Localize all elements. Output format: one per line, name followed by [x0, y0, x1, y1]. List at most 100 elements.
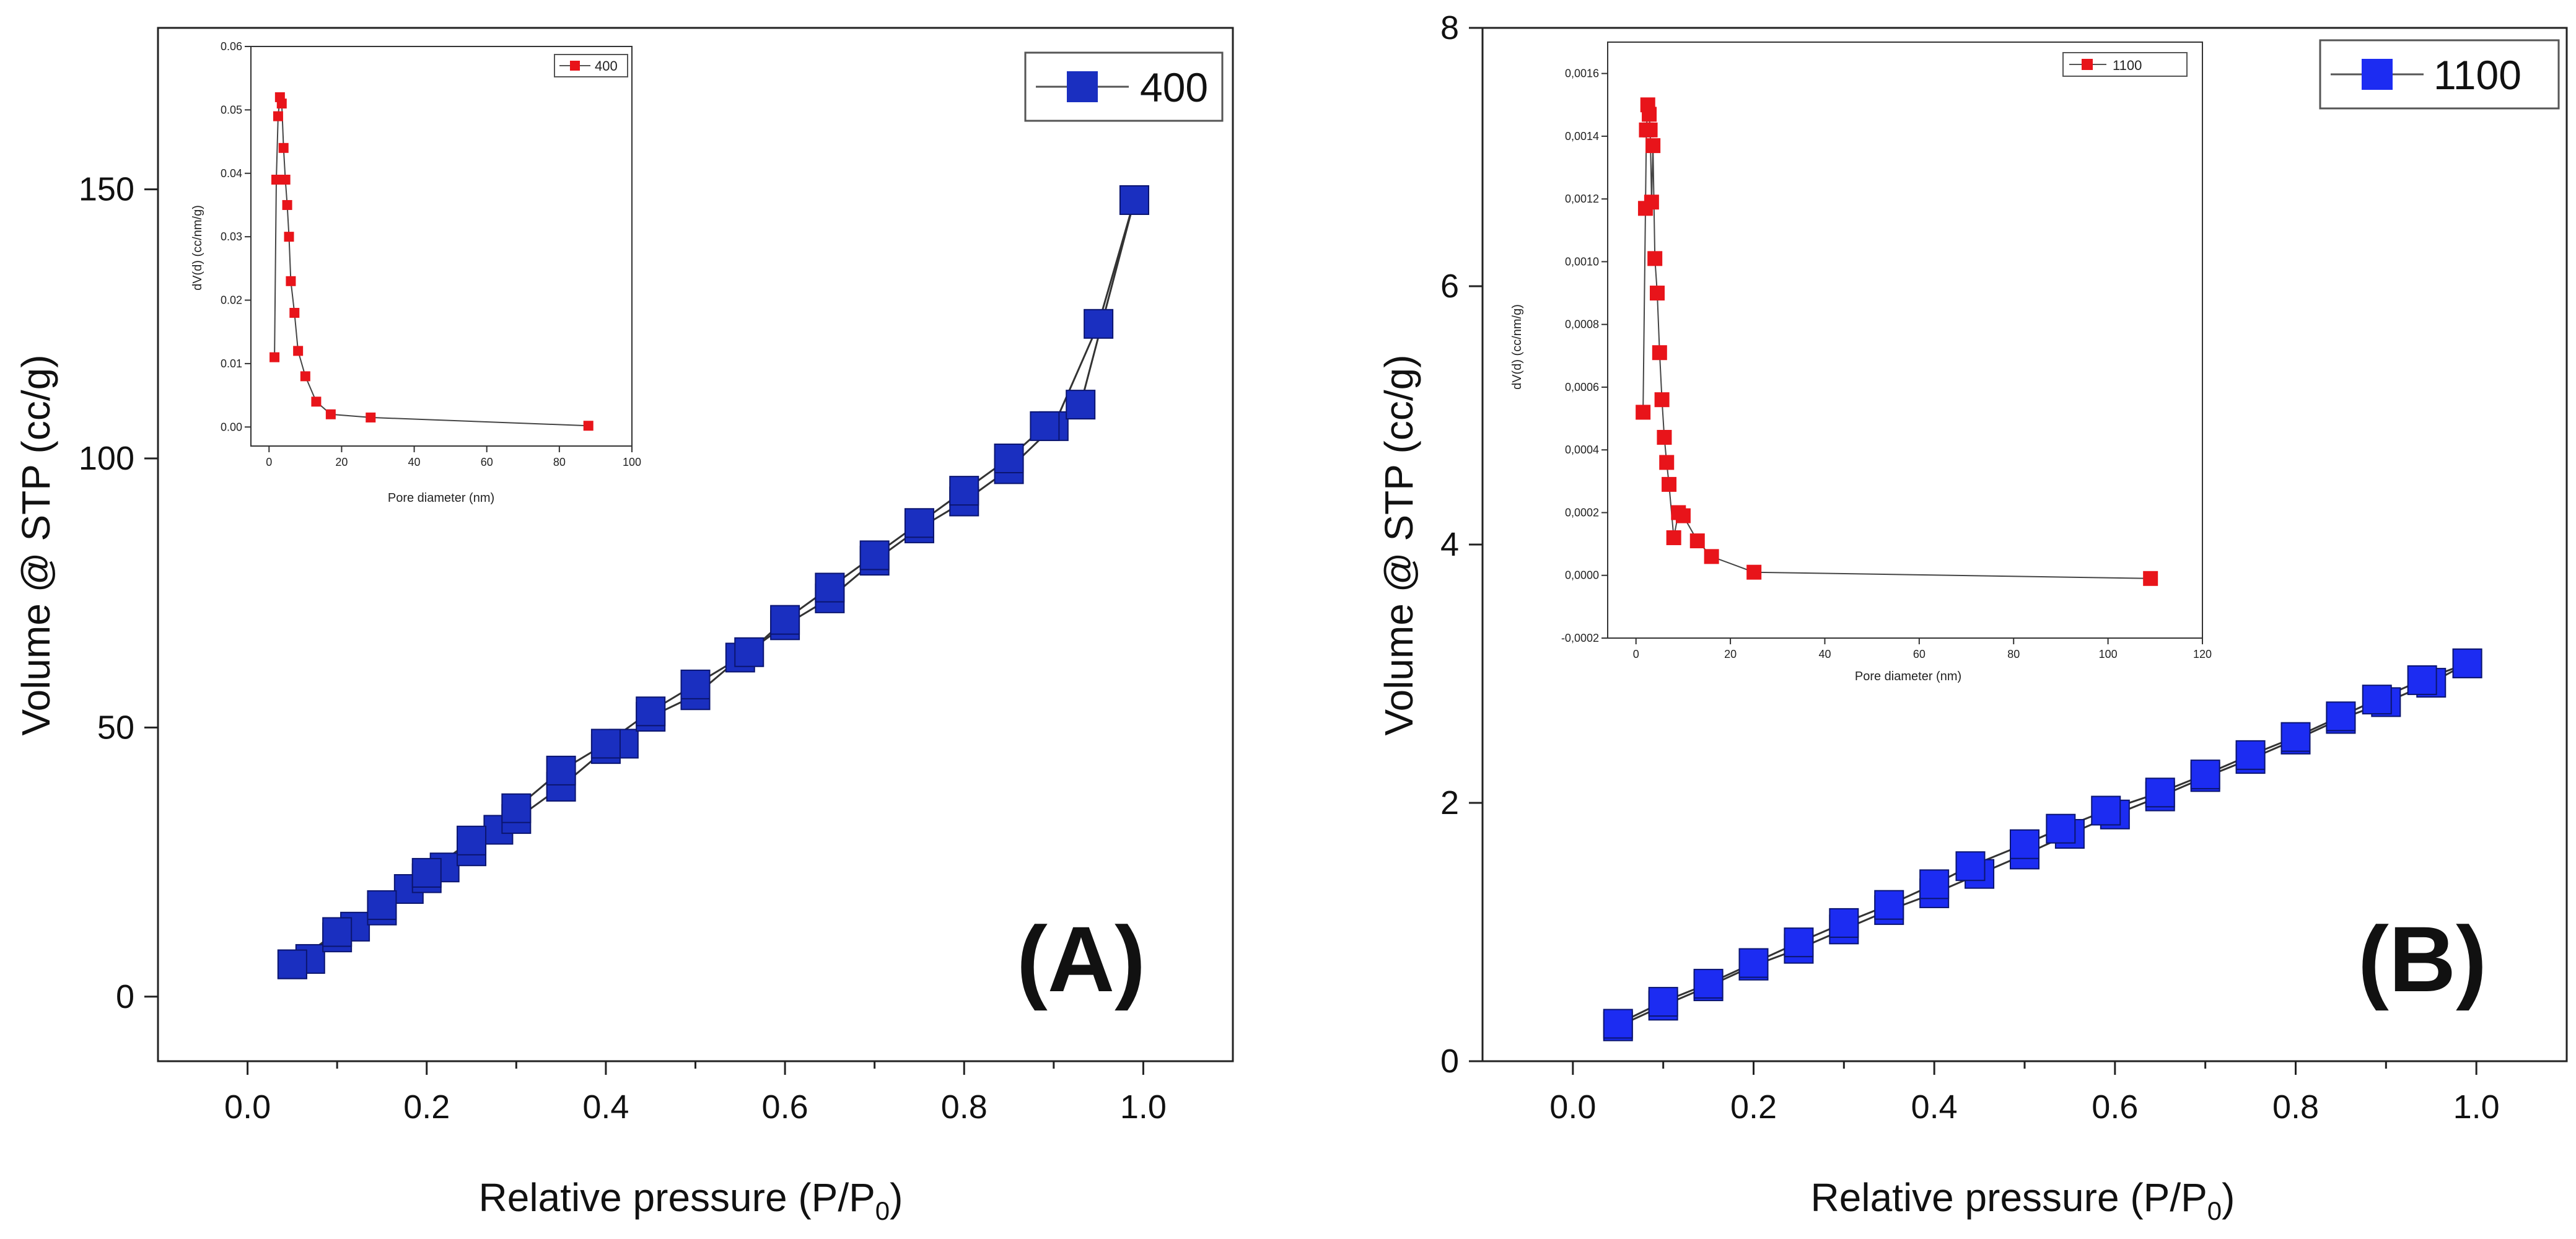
inset-data-point: [583, 421, 594, 431]
panel-a-inset-plot-area: [250, 46, 633, 447]
inset-data-point: [289, 308, 300, 318]
panel-b-inset-plot-area: [1607, 42, 2203, 639]
panel-a-y-axis-label: Volume @ STP (cc/g): [14, 354, 58, 735]
x-tick-label: 0.2: [1730, 1088, 1777, 1126]
data-point-desorption: [457, 825, 487, 856]
data-point-desorption: [1030, 411, 1060, 441]
inset-data-point: [284, 232, 294, 242]
inset-data-point: [1642, 107, 1657, 122]
inset-y-tick-label: 0.01: [221, 357, 242, 370]
data-point-desorption: [2190, 760, 2220, 790]
panel-a-inset-y-tick-labels: 0.00 0.01 0.02 0.03 0.04 0.05 0.06: [221, 40, 242, 433]
data-point-desorption: [277, 949, 307, 979]
data-point-desorption: [2046, 813, 2076, 844]
panel-b-inset-legend: 1100: [2062, 52, 2188, 77]
panel-b-inset-y-tick-labels: -0,0002 0,0000 0,0002 0,0004 0,0006 0,0008 0,0…: [1561, 68, 1599, 644]
data-point-adsorption: [1084, 309, 1114, 339]
inset-data-point: [1746, 564, 1762, 580]
inset-y-tick-label: 0.04: [221, 167, 242, 180]
data-point-desorption: [1919, 869, 1950, 900]
inset-data-point: [269, 352, 280, 362]
panel-a-x-tick-labels: 0.0 0.2 0.4 0.6 0.8 1.0: [224, 1088, 1167, 1126]
inset-x-tick-label: 60: [481, 456, 493, 468]
panel-b-inset-axis-ticks: [1601, 72, 2203, 644]
inset-data-point: [286, 276, 296, 286]
panel-b: 0.0 0.2 0.4 0.6 0.8 1.0 0 2 4 6 8 Relative pressu…: [1377, 9, 2568, 1225]
panel-b-legend-marker: [2362, 59, 2393, 90]
inset-data-point: [1642, 122, 1658, 138]
inset-y-tick-label: 0.06: [221, 40, 242, 53]
inset-data-point: [1644, 195, 1659, 210]
data-point-desorption: [1738, 948, 1769, 978]
data-point-desorption: [949, 476, 979, 506]
panel-b-inset-x-axis-label: Pore diameter (nm): [1855, 670, 1961, 683]
panel-a-inset-legend-label: 400: [595, 58, 618, 74]
panel-a-x-axis-label: Relative pressure (P/P0): [479, 1175, 903, 1225]
data-point-desorption: [2407, 665, 2437, 695]
inset-y-tick-label: 0,0012: [1565, 193, 1599, 205]
inset-data-point: [280, 175, 291, 185]
data-point-desorption: [680, 669, 711, 699]
inset-data-point: [1659, 455, 1675, 470]
inset-data-point: [311, 396, 322, 407]
y-tick-label: 4: [1440, 526, 1459, 563]
panel-a-inset: 0 20 40 60 80 100 0.000.010.020.030.040.050.0…: [191, 40, 641, 505]
panel-b-inset-legend-marker: [2082, 59, 2093, 70]
inset-data-point: [1636, 405, 1651, 420]
panel-b-x-tick-labels: 0.0 0.2 0.4 0.6 0.8 1.0: [1549, 1088, 2499, 1126]
inset-y-tick-label: 0,0014: [1565, 130, 1599, 142]
y-tick-label: 6: [1440, 268, 1459, 305]
inset-y-tick-label: 0.02: [221, 294, 242, 307]
data-point-desorption: [2280, 722, 2311, 752]
inset-y-tick-label: 0.00: [221, 421, 242, 433]
data-point-desorption: [815, 572, 845, 603]
x-tick-label: 1.0: [2453, 1088, 2500, 1126]
inset-data-point: [278, 142, 289, 153]
panel-a-legend: 400: [1024, 51, 1224, 122]
data-point-desorption: [859, 540, 890, 571]
inset-x-tick-label: 0: [1633, 648, 1639, 660]
inset-data-point: [1689, 533, 1705, 549]
inset-y-tick-label: 0,0000: [1565, 569, 1599, 582]
data-point-desorption: [322, 917, 353, 947]
inset-y-tick-label: 0.05: [221, 103, 242, 116]
data-point-desorption: [2362, 685, 2392, 715]
inset-data-point: [282, 199, 292, 210]
inset-x-tick-label: 100: [623, 456, 641, 468]
data-point-desorption: [1829, 908, 1859, 938]
data-point-desorption: [770, 605, 800, 635]
data-point-desorption: [2235, 740, 2266, 770]
x-tick-label: 0.4: [1911, 1088, 1958, 1126]
inset-data-point: [2143, 571, 2158, 586]
data-point-desorption: [1603, 1009, 1633, 1039]
inset-y-tick-label: 0,0006: [1565, 381, 1599, 393]
inset-y-tick-label: 0,0004: [1565, 444, 1599, 456]
panel-a-axis-ticks: [144, 188, 1144, 1075]
inset-y-tick-label: 0,0008: [1565, 318, 1599, 331]
inset-data-point: [1647, 251, 1663, 266]
inset-y-tick-label: -0,0002: [1561, 632, 1599, 644]
panel-a-inset-legend-marker: [570, 61, 580, 71]
panel-a-inset-x-tick-labels: 0 20 40 60 80 100: [266, 456, 641, 468]
data-point-desorption: [904, 508, 934, 538]
inset-data-point: [293, 346, 304, 356]
x-tick-label: 0.0: [224, 1088, 271, 1126]
data-point-desorption: [1784, 927, 1814, 958]
panel-a-series-points: [277, 185, 1149, 979]
data-point-desorption: [2010, 829, 2039, 859]
data-point-desorption: [1648, 987, 1678, 1017]
panel-b-inset-legend-label: 1100: [2113, 58, 2142, 73]
data-point-desorption: [411, 857, 442, 888]
panel-a-y-tick-labels: 0 50 100 150: [79, 171, 134, 1015]
panel-a-label: (A): [1017, 907, 1146, 1011]
x-tick-label: 0.0: [1549, 1088, 1596, 1126]
y-tick-label: 100: [79, 440, 134, 477]
data-point-desorption: [1874, 890, 1904, 920]
y-tick-label: 0: [116, 978, 134, 1015]
inset-x-tick-label: 100: [2099, 648, 2118, 660]
inset-data-point: [1675, 508, 1691, 523]
data-point-desorption: [367, 890, 397, 921]
panel-b-label: (B): [2358, 907, 2487, 1011]
panel-a-inset-y-axis-label: dV(d) (cc/nm/g): [191, 205, 204, 291]
inset-data-point: [366, 412, 376, 422]
